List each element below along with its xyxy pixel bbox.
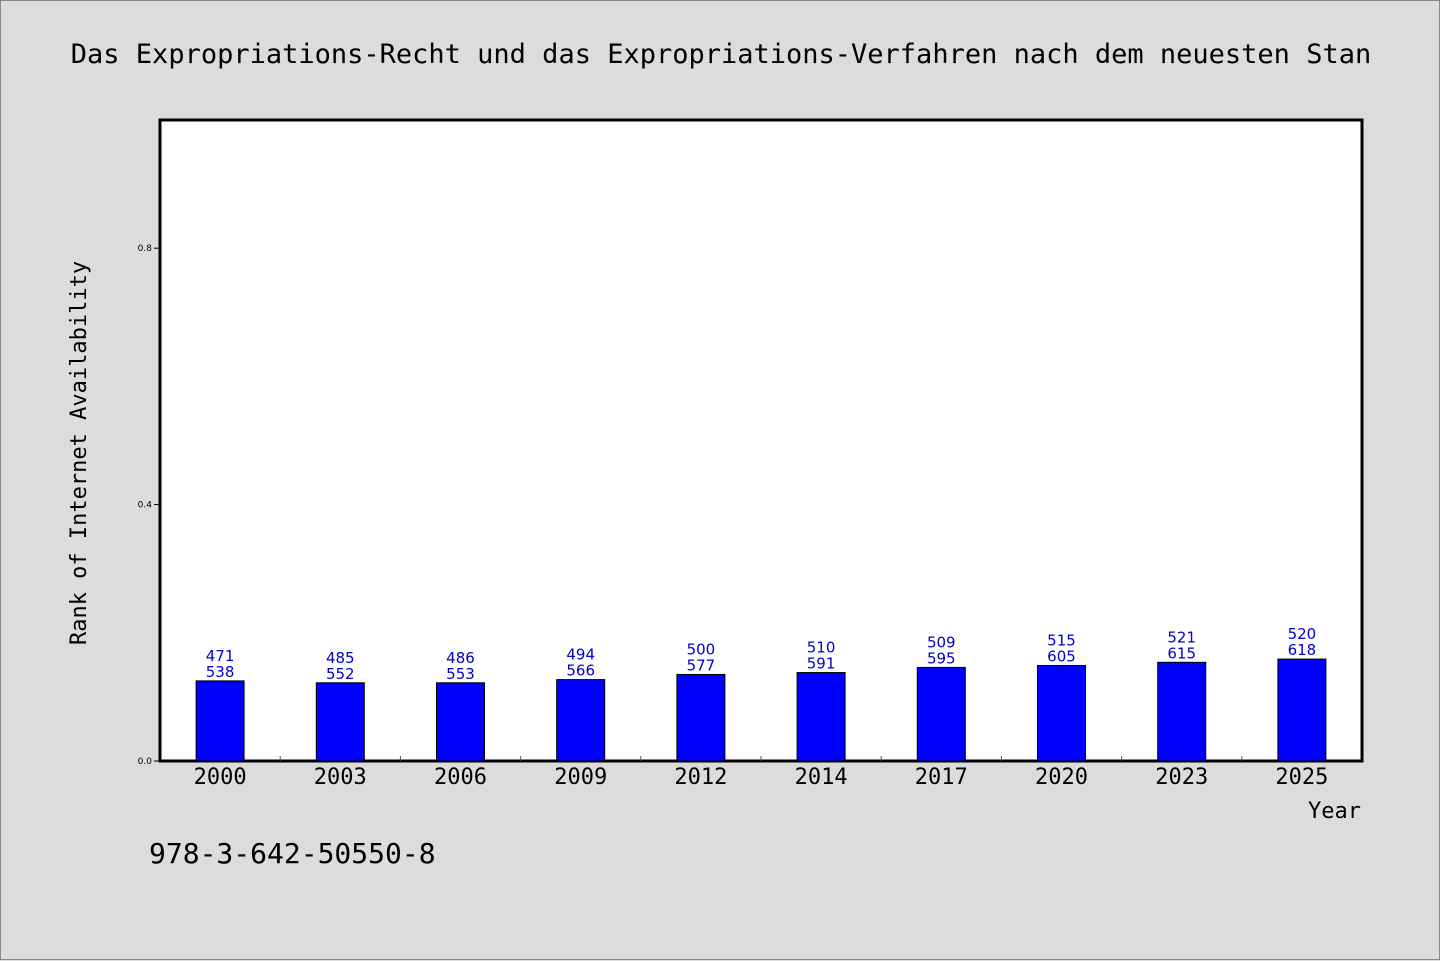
chart-title: Das Expropriations-Recht und das Expropr… xyxy=(71,39,1371,70)
x-tick-label: 2023 xyxy=(1155,765,1208,790)
bar xyxy=(1277,658,1327,762)
data-label-bottom: 577 xyxy=(687,656,716,674)
y-tick-label: 0.8 xyxy=(138,244,153,254)
x-tick-label: 2025 xyxy=(1275,765,1328,790)
x-tick-label: 2006 xyxy=(434,765,487,790)
data-label-bottom: 553 xyxy=(446,665,475,683)
bar xyxy=(1037,664,1086,762)
data-label-top: 520 xyxy=(1288,625,1317,643)
bar xyxy=(195,680,245,762)
data-label-bottom: 615 xyxy=(1167,644,1196,662)
plot-area xyxy=(158,118,1364,763)
y-axis: 0.0 0.4 0.8 xyxy=(138,244,160,767)
data-label-bottom: 538 xyxy=(206,663,235,681)
data-label-bottom: 552 xyxy=(326,665,355,683)
bar xyxy=(436,682,485,762)
bar xyxy=(1157,661,1207,762)
x-axis: 2000 2003 2006 2009 2012 2014 2017 2020 2023 2025 xyxy=(194,756,1328,790)
data-labels: 4715384855524865534945665005775105915095… xyxy=(206,625,1316,683)
y-tick-label: 0.0 xyxy=(138,757,153,767)
isbn-text: 978-3-642-50550-8 xyxy=(149,837,436,870)
bar xyxy=(556,679,606,762)
data-label-top: 515 xyxy=(1047,631,1076,649)
y-axis-label: Rank of Internet Availability xyxy=(67,261,92,645)
x-tick-label: 2014 xyxy=(795,765,848,790)
x-tick-label: 2020 xyxy=(1035,765,1088,790)
x-tick-label: 2009 xyxy=(554,765,607,790)
data-label-top: 471 xyxy=(206,647,235,665)
data-label-top: 521 xyxy=(1167,628,1196,646)
data-label-bottom: 591 xyxy=(807,655,836,673)
data-label-bottom: 605 xyxy=(1047,647,1076,665)
bar xyxy=(315,682,365,762)
x-tick-label: 2012 xyxy=(674,765,727,790)
data-label-top: 494 xyxy=(566,646,595,664)
data-label-top: 486 xyxy=(446,649,475,667)
bar xyxy=(676,673,726,762)
data-label-bottom: 566 xyxy=(566,662,595,680)
y-tick-label: 0.4 xyxy=(138,501,153,511)
data-label-bottom: 618 xyxy=(1288,641,1317,659)
data-label-top: 509 xyxy=(927,633,956,651)
data-label-bottom: 595 xyxy=(927,649,956,667)
data-label-top: 510 xyxy=(807,639,836,657)
bar-series xyxy=(195,658,1327,762)
x-tick-label: 2017 xyxy=(915,765,968,790)
bar xyxy=(796,672,846,762)
data-label-top: 500 xyxy=(687,640,716,658)
x-tick-label: 2003 xyxy=(314,765,367,790)
x-tick-label: 2000 xyxy=(194,765,247,790)
x-axis-label: Year xyxy=(1308,799,1361,824)
data-label-top: 485 xyxy=(326,649,355,667)
bar xyxy=(916,666,966,762)
